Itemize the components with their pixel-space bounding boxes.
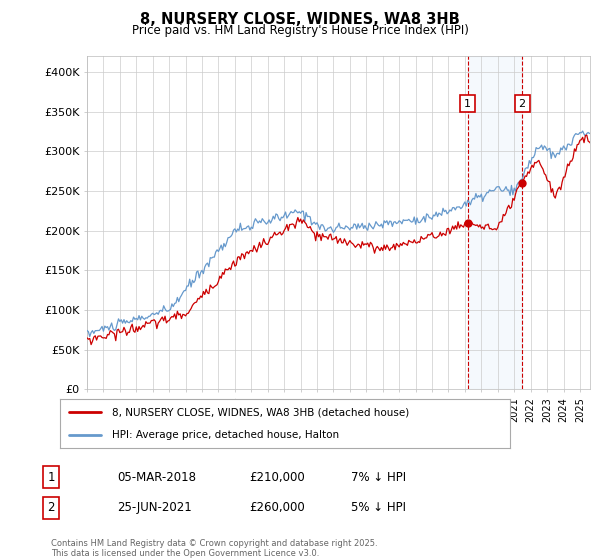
Text: 8, NURSERY CLOSE, WIDNES, WA8 3HB: 8, NURSERY CLOSE, WIDNES, WA8 3HB [140,12,460,27]
Point [517,179,527,188]
Text: 2: 2 [47,501,55,515]
Bar [468,56,522,389]
Text: 1: 1 [464,99,471,109]
Text: 05-MAR-2018: 05-MAR-2018 [117,470,196,484]
Point [463,218,473,227]
Text: 25-JUN-2021: 25-JUN-2021 [117,501,192,515]
Text: 2: 2 [518,99,526,109]
Text: £260,000: £260,000 [249,501,305,515]
Text: 8, NURSERY CLOSE, WIDNES, WA8 3HB (detached house): 8, NURSERY CLOSE, WIDNES, WA8 3HB (detac… [112,407,409,417]
Text: HPI: Average price, detached house, Halton: HPI: Average price, detached house, Halt… [112,430,339,440]
Text: 7% ↓ HPI: 7% ↓ HPI [351,470,406,484]
Text: £210,000: £210,000 [249,470,305,484]
Text: 5% ↓ HPI: 5% ↓ HPI [351,501,406,515]
Text: 1: 1 [47,470,55,484]
Text: Contains HM Land Registry data © Crown copyright and database right 2025.
This d: Contains HM Land Registry data © Crown c… [51,539,377,558]
Text: Price paid vs. HM Land Registry's House Price Index (HPI): Price paid vs. HM Land Registry's House … [131,24,469,36]
